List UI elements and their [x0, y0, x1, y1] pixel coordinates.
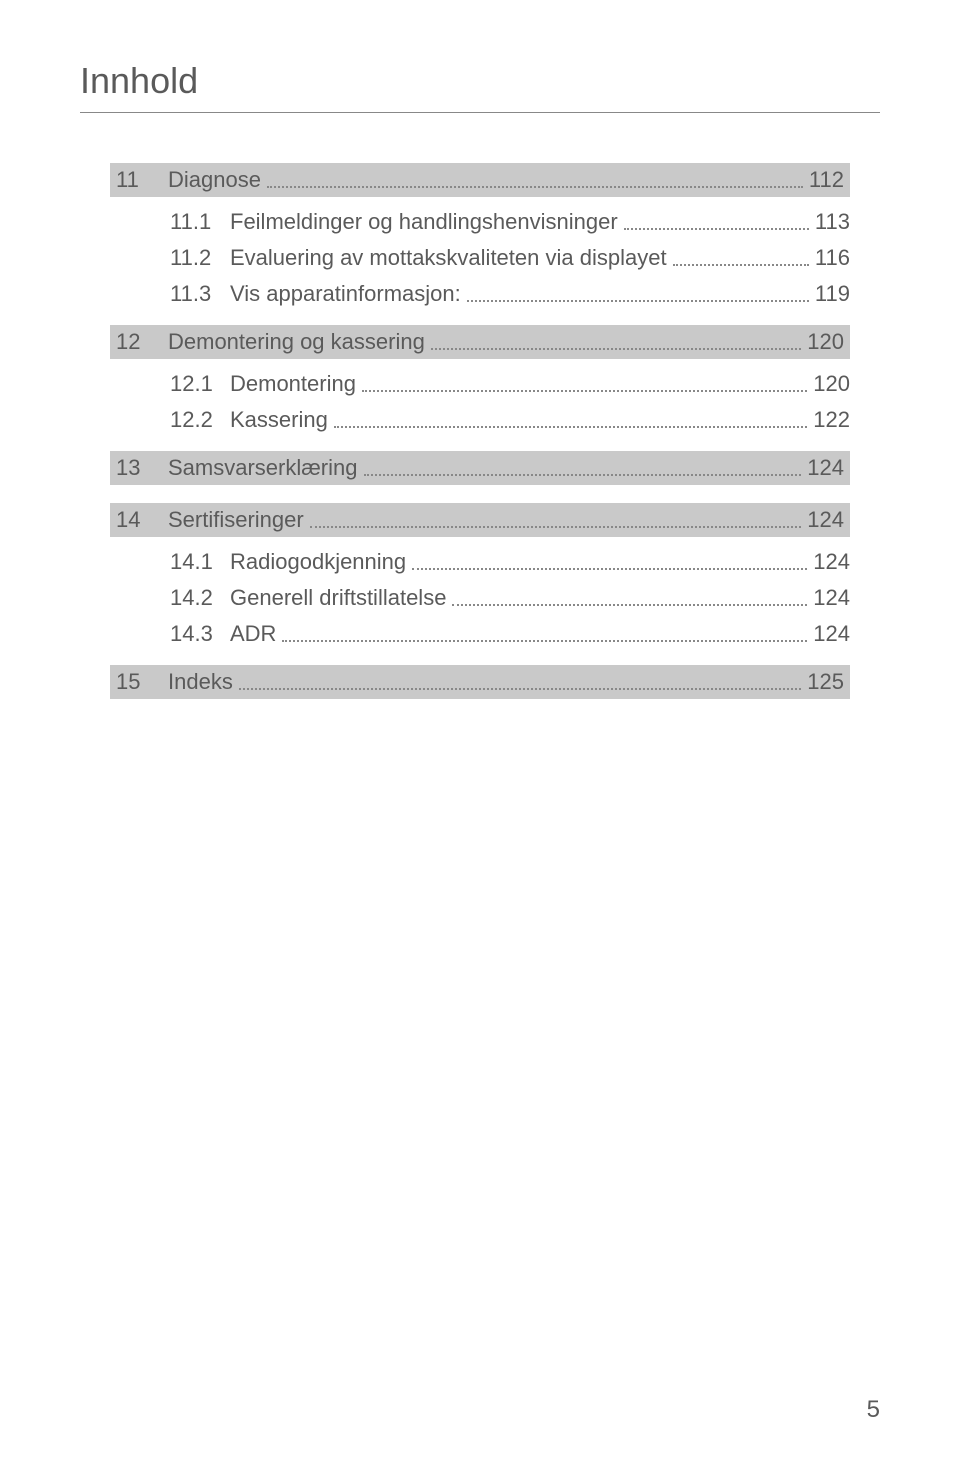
toc-entry-number: 14.1	[170, 549, 230, 575]
toc-entry-label: Indeks	[168, 669, 233, 695]
toc-entry-label: Radiogodkjenning	[230, 549, 406, 575]
toc-entry-label: Generell driftstillatelse	[230, 585, 446, 611]
toc-entry-number: 11.1	[170, 209, 230, 235]
toc-sub-row: 12.1Demontering 120	[110, 371, 850, 397]
toc-entry-number: 14	[116, 507, 168, 533]
toc-leader-dots	[673, 264, 809, 266]
toc-entry-number: 12	[116, 329, 168, 355]
toc-section-row: 15Indeks 125	[110, 665, 850, 699]
toc-sub-row: 11.2Evaluering av mottakskvaliteten via …	[110, 245, 850, 271]
toc-sub-row: 12.2Kassering 122	[110, 407, 850, 433]
toc-entry-label: Diagnose	[168, 167, 261, 193]
toc-entry-label: Feilmeldinger og handlingshenvisninger	[230, 209, 618, 235]
table-of-contents: 11Diagnose 112 11.1Feilmeldinger og handli…	[80, 163, 880, 699]
toc-entry-number: 14.2	[170, 585, 230, 611]
toc-entry-label: Vis apparatinformasjon:	[230, 281, 461, 307]
toc-entry-page: 124	[813, 549, 850, 575]
page-title: Innhold	[80, 60, 880, 102]
toc-entry-page: 124	[813, 585, 850, 611]
toc-entry-label: Sertifiseringer	[168, 507, 304, 533]
toc-leader-dots	[624, 228, 809, 230]
toc-entry-page: 124	[807, 507, 844, 533]
toc-entry-label: ADR	[230, 621, 276, 647]
toc-sub-row: 14.1Radiogodkjenning 124	[110, 549, 850, 575]
toc-entry-page: 124	[813, 621, 850, 647]
toc-entry-number: 12.1	[170, 371, 230, 397]
toc-section-row: 14Sertifiseringer 124	[110, 503, 850, 537]
page-container: Innhold 11Diagnose 112 11.1Feilmeldinger o…	[0, 0, 960, 699]
toc-leader-dots	[467, 300, 809, 302]
toc-section-row: 11Diagnose 112	[110, 163, 850, 197]
toc-sub-row: 14.3ADR 124	[110, 621, 850, 647]
toc-sub-row: 11.3Vis apparatinformasjon: 119	[110, 281, 850, 307]
toc-entry-number: 11.2	[170, 245, 230, 271]
toc-entry-page: 125	[807, 669, 844, 695]
toc-leader-dots	[310, 526, 802, 528]
toc-entry-page: 122	[813, 407, 850, 433]
toc-leader-dots	[412, 568, 807, 570]
toc-leader-dots	[239, 688, 801, 690]
page-number: 5	[867, 1396, 880, 1424]
toc-sub-row: 11.1Feilmeldinger og handlingshenvisning…	[110, 209, 850, 235]
toc-entry-number: 14.3	[170, 621, 230, 647]
toc-entry-number: 11	[116, 167, 168, 193]
toc-entry-page: 112	[809, 167, 844, 193]
toc-leader-dots	[364, 474, 802, 476]
title-area: Innhold	[80, 60, 880, 113]
toc-entry-page: 116	[815, 245, 850, 271]
toc-entry-page: 120	[807, 329, 844, 355]
toc-section-row: 12Demontering og kassering 120	[110, 325, 850, 359]
toc-entry-label: Kassering	[230, 407, 328, 433]
toc-entry-number: 12.2	[170, 407, 230, 433]
toc-section-row: 13Samsvarserklæring 124	[110, 451, 850, 485]
toc-leader-dots	[282, 640, 807, 642]
toc-entry-label: Samsvarserklæring	[168, 455, 358, 481]
toc-sub-row: 14.2Generell driftstillatelse 124	[110, 585, 850, 611]
toc-entry-number: 11.3	[170, 281, 230, 307]
toc-leader-dots	[431, 348, 801, 350]
toc-leader-dots	[334, 426, 807, 428]
toc-entry-label: Demontering	[230, 371, 356, 397]
toc-leader-dots	[452, 604, 807, 606]
toc-leader-dots	[362, 390, 807, 392]
toc-entry-label: Evaluering av mottakskvaliteten via disp…	[230, 245, 667, 271]
toc-entry-number: 15	[116, 669, 168, 695]
toc-entry-page: 119	[815, 281, 850, 307]
toc-entry-page: 120	[813, 371, 850, 397]
toc-entry-page: 124	[807, 455, 844, 481]
toc-entry-label: Demontering og kassering	[168, 329, 425, 355]
toc-leader-dots	[267, 186, 803, 188]
toc-entry-page: 113	[815, 209, 850, 235]
toc-entry-number: 13	[116, 455, 168, 481]
